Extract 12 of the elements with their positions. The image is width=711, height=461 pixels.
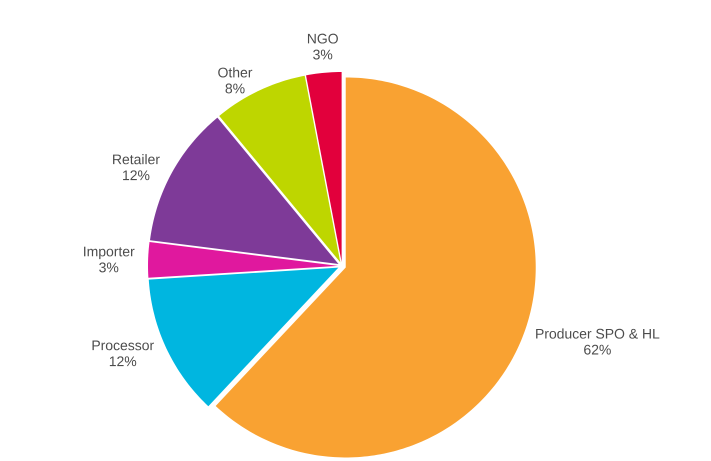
data-label: 3%: [99, 262, 118, 272]
slice-label: Other: [218, 67, 252, 78]
data-label: 62%: [584, 344, 611, 355]
slice-label: Importer: [84, 246, 134, 260]
slice-label: Producer SPO & HL: [536, 328, 660, 339]
slice-label: Retailer: [113, 154, 160, 164]
data-label: 12%: [123, 170, 150, 180]
data-label: 12%: [110, 356, 136, 366]
slice-label: NGO: [308, 34, 338, 44]
slice-label: Processor: [92, 340, 154, 350]
data-label: 3%: [313, 50, 332, 60]
data-label: 8%: [226, 84, 245, 94]
